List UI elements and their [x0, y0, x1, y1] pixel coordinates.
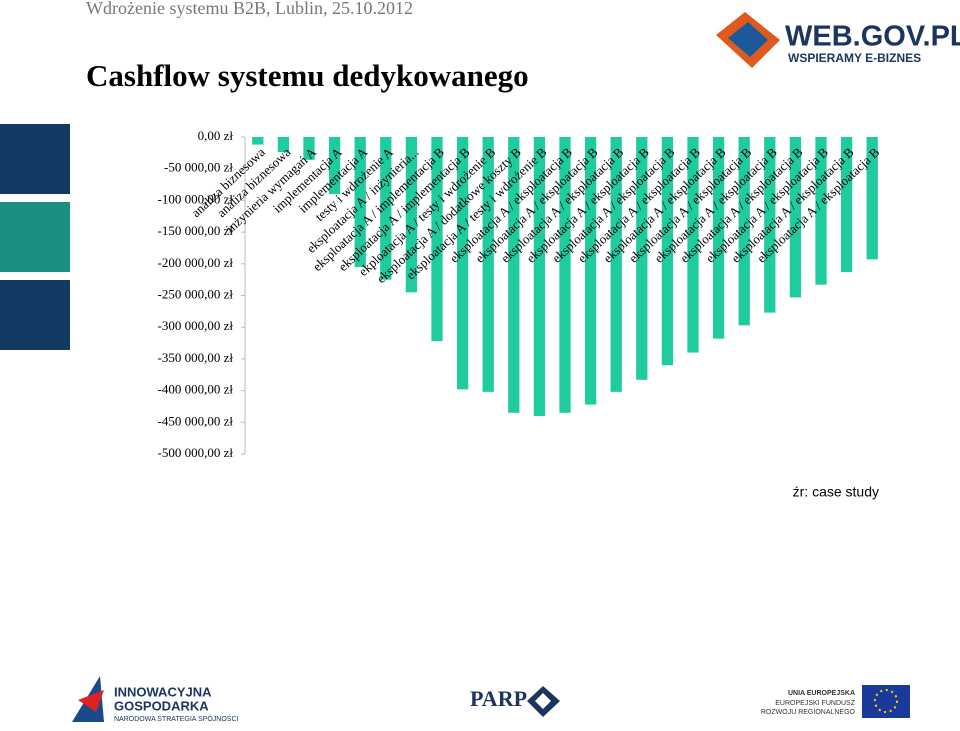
y-tick-label: -200 000,00 zł [158, 255, 234, 270]
logo-text: GOSPODARKA [114, 698, 209, 713]
bar [328, 137, 341, 195]
bar [866, 137, 878, 260]
y-tick-label: -150 000,00 zł [158, 223, 234, 238]
logo-text: WSPIERAMY E-BIZNES [788, 51, 921, 65]
bar [533, 137, 546, 416]
decor-square [0, 124, 70, 194]
bar [661, 137, 674, 366]
logo-webgov: WEB.GOV.PL WSPIERAMY E-BIZNES [716, 12, 960, 68]
y-tick-label: -350 000,00 zł [158, 350, 234, 365]
decor-square [0, 202, 70, 272]
logo-ig: INNOWACYJNA GOSPODARKA NARODOWA STRATEGI… [72, 676, 239, 723]
bar [380, 137, 392, 280]
bar [815, 137, 827, 285]
logo-text: UNIA EUROPEJSKA [788, 690, 855, 697]
logo-text: WEB.GOV.PL [785, 21, 960, 53]
y-tick-label: -250 000,00 zł [158, 286, 234, 301]
bar [431, 137, 443, 342]
y-tick-label: -400 000,00 zł [158, 382, 234, 397]
y-tick-label: -300 000,00 zł [158, 318, 234, 333]
y-tick-label: -450 000,00 zł [158, 413, 234, 428]
header: Wdrożenie systemu B2B, Lublin, 25.10.201… [86, 0, 413, 18]
bar [508, 137, 520, 413]
logo-parp: PARP [470, 686, 560, 717]
bar [456, 137, 469, 390]
logo-text: INNOWACYJNA [114, 684, 212, 699]
bar [252, 137, 264, 145]
y-tick-label: -50 000,00 zł [164, 160, 233, 175]
decor-square [0, 280, 70, 350]
bar [610, 137, 622, 392]
bar [303, 137, 315, 160]
bar [687, 137, 699, 353]
bar [789, 137, 802, 298]
bar [712, 137, 725, 339]
bar [840, 137, 853, 273]
y-tick-label: -500 000,00 zł [158, 445, 234, 460]
bar [277, 137, 290, 153]
bar [636, 137, 648, 380]
bar [559, 137, 571, 413]
y-tick-label: 0,00 zł [198, 128, 234, 143]
logo-ue: UNIA EUROPEJSKA EUROPEJSKI FUNDUSZ ROZWO… [761, 685, 910, 718]
logo-text: ROZWOJU REGIONALNEGO [761, 709, 856, 716]
bar [738, 137, 750, 326]
logo-text: PARP [470, 686, 527, 711]
chart-title: Cashflow systemu dedykowanego [86, 58, 529, 93]
source-note: źr: case study [793, 484, 879, 500]
bar [354, 137, 366, 267]
logo-text: NARODOWA STRATEGIA SPÓJNOŚCI [114, 714, 239, 723]
bar [405, 137, 418, 293]
bar [482, 137, 494, 392]
bar [584, 137, 597, 405]
y-tick-label: -100 000,00 zł [158, 191, 234, 206]
bar [764, 137, 776, 313]
logo-text: EUROPEJSKI FUNDUSZ [775, 700, 855, 707]
